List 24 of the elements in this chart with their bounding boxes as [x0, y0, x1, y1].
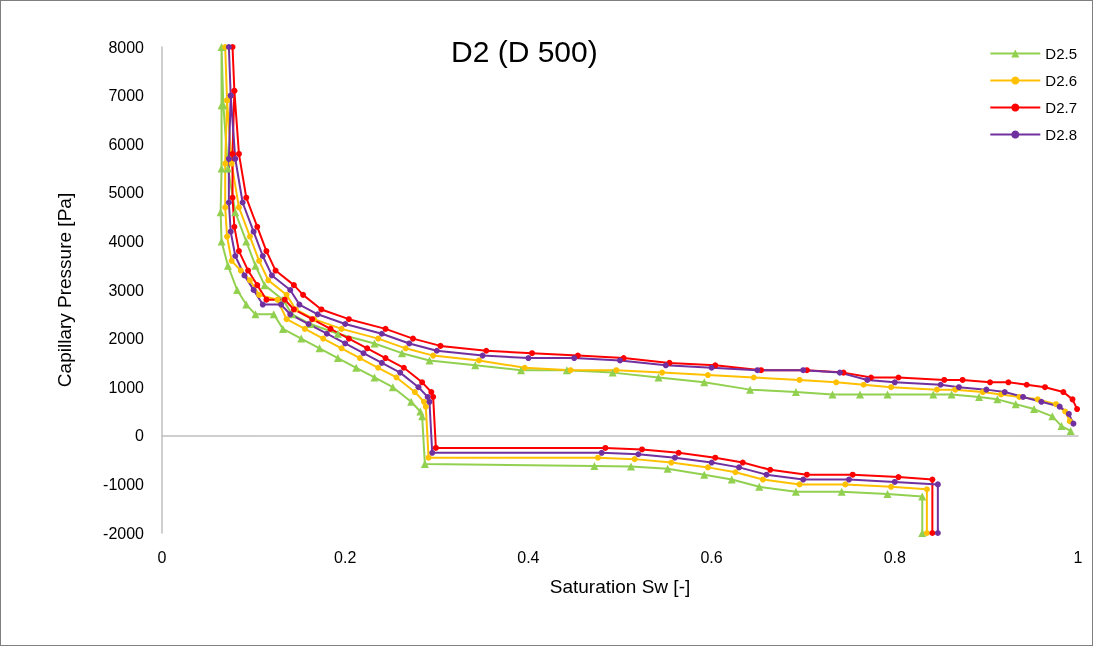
y-tick-label: 3000: [108, 281, 145, 299]
y-axis-title: Capillary Pressure [Pa]: [54, 192, 75, 388]
x-axis-title: Saturation Sw [-]: [549, 576, 691, 597]
y-tick-label: 8000: [108, 38, 145, 56]
legend-label: D2.6: [1045, 72, 1077, 89]
y-tick-label: 7000: [108, 87, 145, 105]
x-tick-label: 0: [157, 548, 167, 566]
x-tick-label: 0.6: [700, 548, 723, 566]
y-tick-label: 0: [135, 427, 145, 445]
legend-label: D2.8: [1045, 126, 1077, 143]
x-tick-label: 0.8: [883, 548, 907, 566]
x-tick-label: 0.2: [334, 548, 357, 566]
y-tick-label: 6000: [108, 135, 145, 153]
chart-title: D2 (D 500): [451, 34, 598, 68]
x-tick-label: 1: [1073, 548, 1083, 566]
y-tick-label: 2000: [108, 330, 145, 348]
legend-label: D2.5: [1045, 45, 1077, 62]
y-tick-label: 1000: [108, 378, 145, 396]
y-tick-label: 5000: [108, 184, 145, 202]
y-tick-label: -1000: [103, 475, 145, 493]
y-tick-label: -2000: [103, 524, 145, 542]
legend-label: D2.7: [1045, 99, 1077, 116]
y-tick-label: 4000: [108, 232, 145, 250]
x-tick-label: 0.4: [517, 548, 540, 566]
